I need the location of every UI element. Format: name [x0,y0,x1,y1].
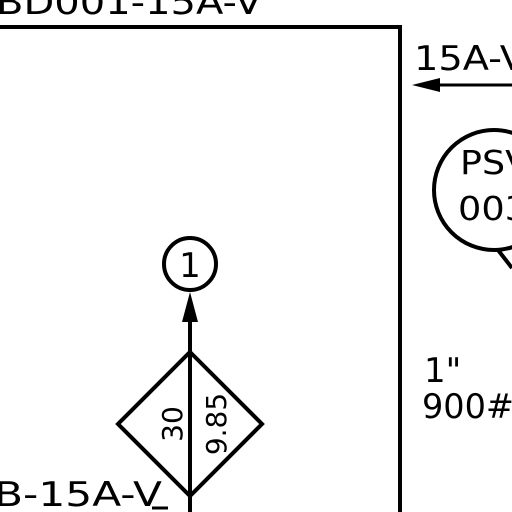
line-label-top-right: 15A-V [414,39,512,79]
valve-right-value: 9.85 [200,393,233,455]
instrument-bubble-number: 1 [179,246,201,286]
line-label-bottom-left: B-15A-V [0,475,162,512]
valve-left-value: 30 [156,406,189,442]
psv-tag-number: 003 [458,189,512,228]
flange-size: 1" [424,351,461,391]
flange-rating: 900# [422,387,512,427]
signal-arrow-head [182,292,198,322]
flow-arrow-head [412,78,440,92]
psv-leader-line [498,250,512,268]
psv-tag-text: PSV [460,143,512,182]
line-label-top-left: BD001-15A-V [0,0,262,23]
